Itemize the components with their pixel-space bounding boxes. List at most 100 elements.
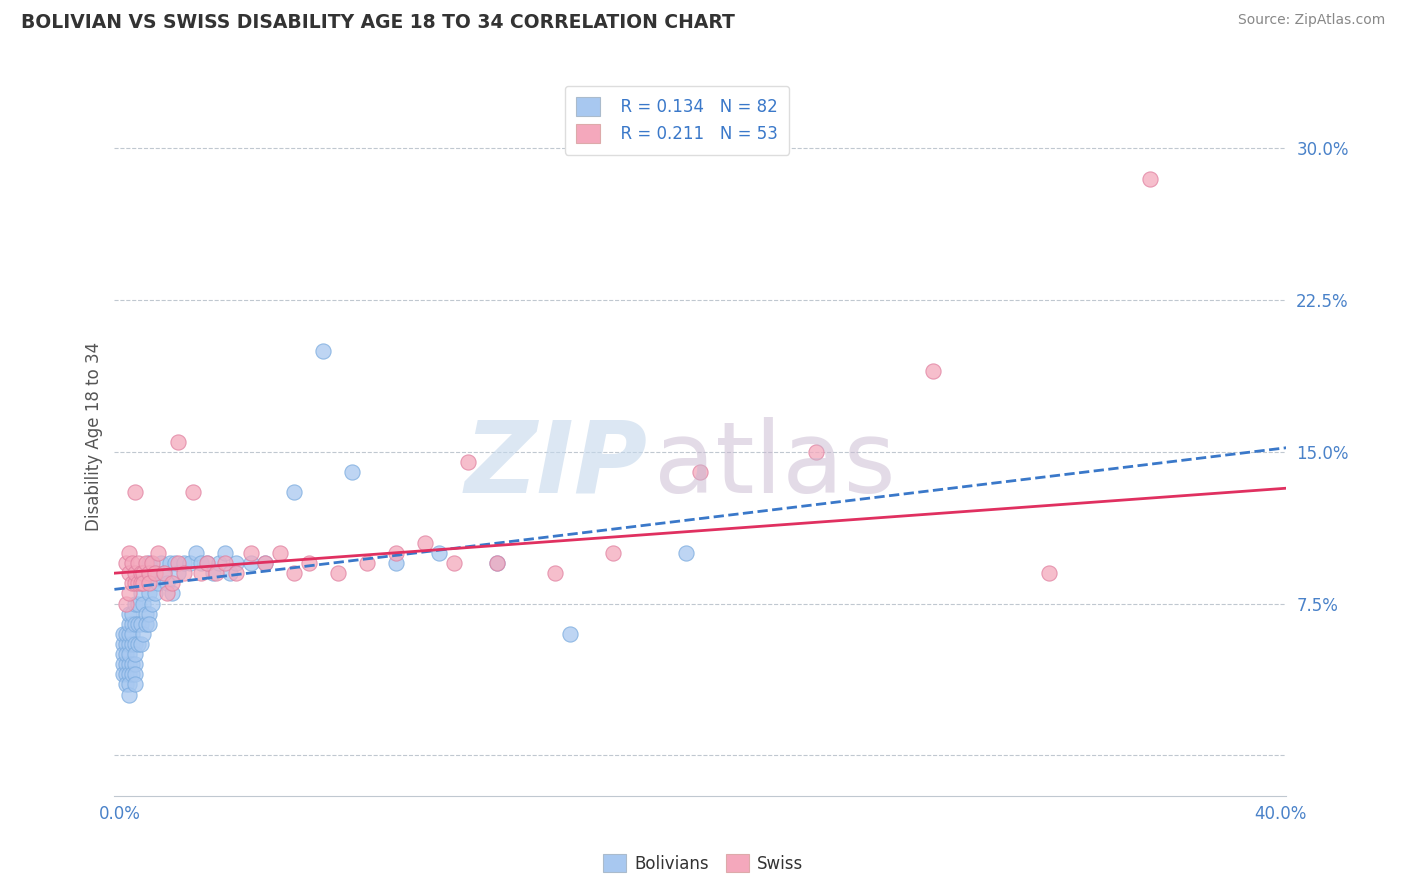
Point bbox=[138, 616, 160, 631]
Legend:   R = 0.134   N = 82,   R = 0.211   N = 53: R = 0.134 N = 82, R = 0.211 N = 53 bbox=[565, 86, 789, 155]
Point bbox=[121, 637, 143, 651]
Point bbox=[115, 667, 138, 681]
Point bbox=[486, 556, 509, 570]
Point bbox=[127, 637, 149, 651]
Point bbox=[141, 576, 163, 591]
Point bbox=[121, 667, 143, 681]
Point bbox=[121, 576, 143, 591]
Text: Source: ZipAtlas.com: Source: ZipAtlas.com bbox=[1237, 13, 1385, 28]
Point bbox=[205, 566, 228, 581]
Point bbox=[115, 556, 138, 570]
Point bbox=[181, 485, 204, 500]
Point bbox=[427, 546, 450, 560]
Y-axis label: Disability Age 18 to 34: Disability Age 18 to 34 bbox=[86, 342, 103, 531]
Point bbox=[143, 586, 166, 600]
Point bbox=[149, 556, 172, 570]
Point bbox=[195, 556, 218, 570]
Point bbox=[159, 556, 181, 570]
Point bbox=[135, 556, 157, 570]
Point bbox=[115, 627, 138, 641]
Point bbox=[121, 657, 143, 672]
Point bbox=[138, 607, 160, 621]
Point bbox=[121, 607, 143, 621]
Point bbox=[558, 627, 581, 641]
Point bbox=[173, 556, 195, 570]
Text: ZIP: ZIP bbox=[465, 417, 648, 514]
Point bbox=[342, 465, 364, 479]
Point bbox=[115, 597, 138, 611]
Point bbox=[127, 616, 149, 631]
Point bbox=[413, 536, 436, 550]
Point bbox=[162, 576, 184, 591]
Point bbox=[190, 566, 212, 581]
Point bbox=[152, 566, 174, 581]
Point bbox=[254, 556, 277, 570]
Point bbox=[124, 597, 146, 611]
Point bbox=[254, 556, 277, 570]
Text: BOLIVIAN VS SWISS DISABILITY AGE 18 TO 34 CORRELATION CHART: BOLIVIAN VS SWISS DISABILITY AGE 18 TO 3… bbox=[21, 13, 735, 32]
Point bbox=[312, 343, 335, 358]
Point bbox=[112, 667, 135, 681]
Point bbox=[121, 616, 143, 631]
Point bbox=[269, 546, 291, 560]
Point bbox=[156, 576, 179, 591]
Point bbox=[202, 566, 225, 581]
Point bbox=[162, 586, 184, 600]
Point bbox=[129, 637, 152, 651]
Point bbox=[129, 616, 152, 631]
Point bbox=[486, 556, 509, 570]
Text: atlas: atlas bbox=[654, 417, 896, 514]
Point bbox=[195, 556, 218, 570]
Point bbox=[118, 657, 141, 672]
Point bbox=[143, 566, 166, 581]
Point bbox=[239, 546, 262, 560]
Point bbox=[152, 566, 174, 581]
Point bbox=[1139, 171, 1161, 186]
Point bbox=[132, 627, 155, 641]
Point bbox=[146, 576, 169, 591]
Point bbox=[124, 657, 146, 672]
Point bbox=[138, 566, 160, 581]
Point bbox=[135, 607, 157, 621]
Point bbox=[118, 688, 141, 702]
Point bbox=[112, 637, 135, 651]
Point bbox=[118, 546, 141, 560]
Point bbox=[124, 576, 146, 591]
Point bbox=[124, 677, 146, 691]
Point bbox=[115, 657, 138, 672]
Point bbox=[385, 546, 408, 560]
Point bbox=[356, 556, 378, 570]
Point bbox=[298, 556, 321, 570]
Point bbox=[115, 637, 138, 651]
Point bbox=[225, 566, 247, 581]
Point bbox=[118, 677, 141, 691]
Point bbox=[129, 576, 152, 591]
Point bbox=[167, 556, 190, 570]
Point bbox=[121, 627, 143, 641]
Point bbox=[141, 556, 163, 570]
Point bbox=[283, 485, 305, 500]
Point bbox=[115, 647, 138, 661]
Point bbox=[124, 485, 146, 500]
Point bbox=[190, 556, 212, 570]
Legend: Bolivians, Swiss: Bolivians, Swiss bbox=[596, 847, 810, 880]
Point bbox=[921, 364, 943, 378]
Point bbox=[167, 566, 190, 581]
Point bbox=[138, 556, 160, 570]
Point bbox=[135, 616, 157, 631]
Point bbox=[118, 627, 141, 641]
Point bbox=[118, 566, 141, 581]
Point bbox=[124, 637, 146, 651]
Point bbox=[457, 455, 479, 469]
Point bbox=[675, 546, 697, 560]
Point bbox=[118, 586, 141, 600]
Point bbox=[127, 597, 149, 611]
Point bbox=[127, 576, 149, 591]
Point bbox=[156, 586, 179, 600]
Point bbox=[689, 465, 711, 479]
Point bbox=[806, 444, 828, 458]
Point bbox=[184, 546, 207, 560]
Point bbox=[112, 627, 135, 641]
Point bbox=[544, 566, 567, 581]
Point bbox=[138, 566, 160, 581]
